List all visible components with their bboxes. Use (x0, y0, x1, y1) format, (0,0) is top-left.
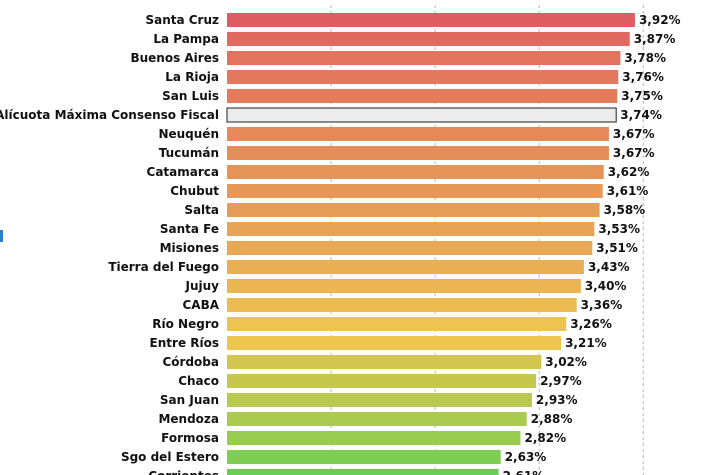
value-label-10: 3,61% (607, 184, 649, 198)
category-label-8: Tucumán (159, 146, 219, 160)
bar-11 (227, 203, 600, 217)
value-label-13: 3,51% (596, 241, 638, 255)
category-label-21: San Juan (160, 393, 219, 407)
category-label-24: Sgo del Estero (121, 450, 219, 464)
value-labels: 3,92% 3,87% 3,78% 3,76% 3,75% 3,74% 3,67% 3,67%… (503, 13, 681, 475)
category-label-19: Córdoba (163, 355, 220, 369)
value-label-25: 2,61% (503, 469, 545, 475)
bar-9 (227, 165, 604, 179)
category-label-11: Salta (184, 203, 219, 217)
bar-15 (227, 279, 581, 293)
value-label-19: 3,02% (545, 355, 587, 369)
value-label-9: 3,62% (608, 165, 650, 179)
value-label-1: 3,92% (639, 13, 681, 27)
bar-19 (227, 355, 542, 369)
value-label-18: 3,21% (565, 336, 607, 350)
category-label-20: Chaco (178, 374, 219, 388)
category-label-22: Mendoza (158, 412, 219, 426)
value-label-2: 3,87% (634, 32, 676, 46)
value-label-15: 3,40% (585, 279, 627, 293)
value-label-12: 3,53% (598, 222, 640, 236)
value-label-16: 3,36% (581, 298, 623, 312)
bar-4 (227, 70, 619, 84)
category-label-7: Neuquén (158, 127, 219, 141)
bar-6 (226, 107, 617, 123)
value-label-7: 3,67% (613, 127, 655, 141)
bar-22 (227, 412, 527, 426)
category-label-13: Misiones (160, 241, 219, 255)
category-label-2: La Pampa (153, 32, 219, 46)
category-label-18: Entre Ríos (150, 336, 219, 350)
value-label-21: 2,93% (536, 393, 578, 407)
category-label-17: Río Negro (152, 317, 219, 331)
category-label-1: Santa Cruz (145, 13, 219, 27)
bar-18 (227, 336, 562, 350)
left-edge-marker (0, 230, 3, 242)
bar-1 (227, 13, 635, 27)
bar-20 (227, 374, 537, 388)
category-label-23: Formosa (161, 431, 219, 445)
bar-3 (227, 51, 621, 65)
bar-24 (227, 450, 501, 464)
bar-8 (227, 146, 609, 160)
bar-14 (227, 260, 584, 274)
category-labels: Santa Cruz La Pampa Buenos Aires La Rioja Sa… (0, 13, 220, 475)
category-label-5: San Luis (162, 89, 219, 103)
category-label-14: Tierra del Fuego (108, 260, 219, 274)
category-label-6: Alícuota Máxima Consenso Fiscal (0, 108, 219, 122)
bar-13 (227, 241, 593, 255)
bar-5 (227, 89, 618, 103)
bar-12 (227, 222, 595, 236)
value-label-22: 2,88% (531, 412, 573, 426)
value-label-8: 3,67% (613, 146, 655, 160)
value-label-11: 3,58% (604, 203, 646, 217)
category-label-15: Jujuy (185, 279, 220, 293)
bar-17 (227, 317, 567, 331)
category-label-12: Santa Fe (160, 222, 219, 236)
bar-21 (227, 393, 532, 407)
category-label-9: Catamarca (147, 165, 219, 179)
value-label-23: 2,82% (524, 431, 566, 445)
value-label-6: 3,74% (620, 108, 662, 122)
value-label-5: 3,75% (621, 89, 663, 103)
value-label-17: 3,26% (570, 317, 612, 331)
bar-23 (227, 431, 521, 445)
bar-7 (227, 127, 609, 141)
bar-16 (227, 298, 577, 312)
value-label-20: 2,97% (540, 374, 582, 388)
category-label-4: La Rioja (165, 70, 219, 84)
category-label-10: Chubut (170, 184, 219, 198)
value-label-14: 3,43% (588, 260, 630, 274)
bars (226, 13, 635, 475)
category-label-25: Corrientes (148, 469, 219, 475)
category-label-16: CABA (182, 298, 219, 312)
value-label-3: 3,78% (624, 51, 666, 65)
bar-2 (227, 32, 630, 46)
category-label-3: Buenos Aires (130, 51, 219, 65)
bar-10 (227, 184, 603, 198)
value-label-4: 3,76% (622, 70, 664, 84)
value-label-24: 2,63% (505, 450, 547, 464)
bar-25 (227, 469, 499, 475)
